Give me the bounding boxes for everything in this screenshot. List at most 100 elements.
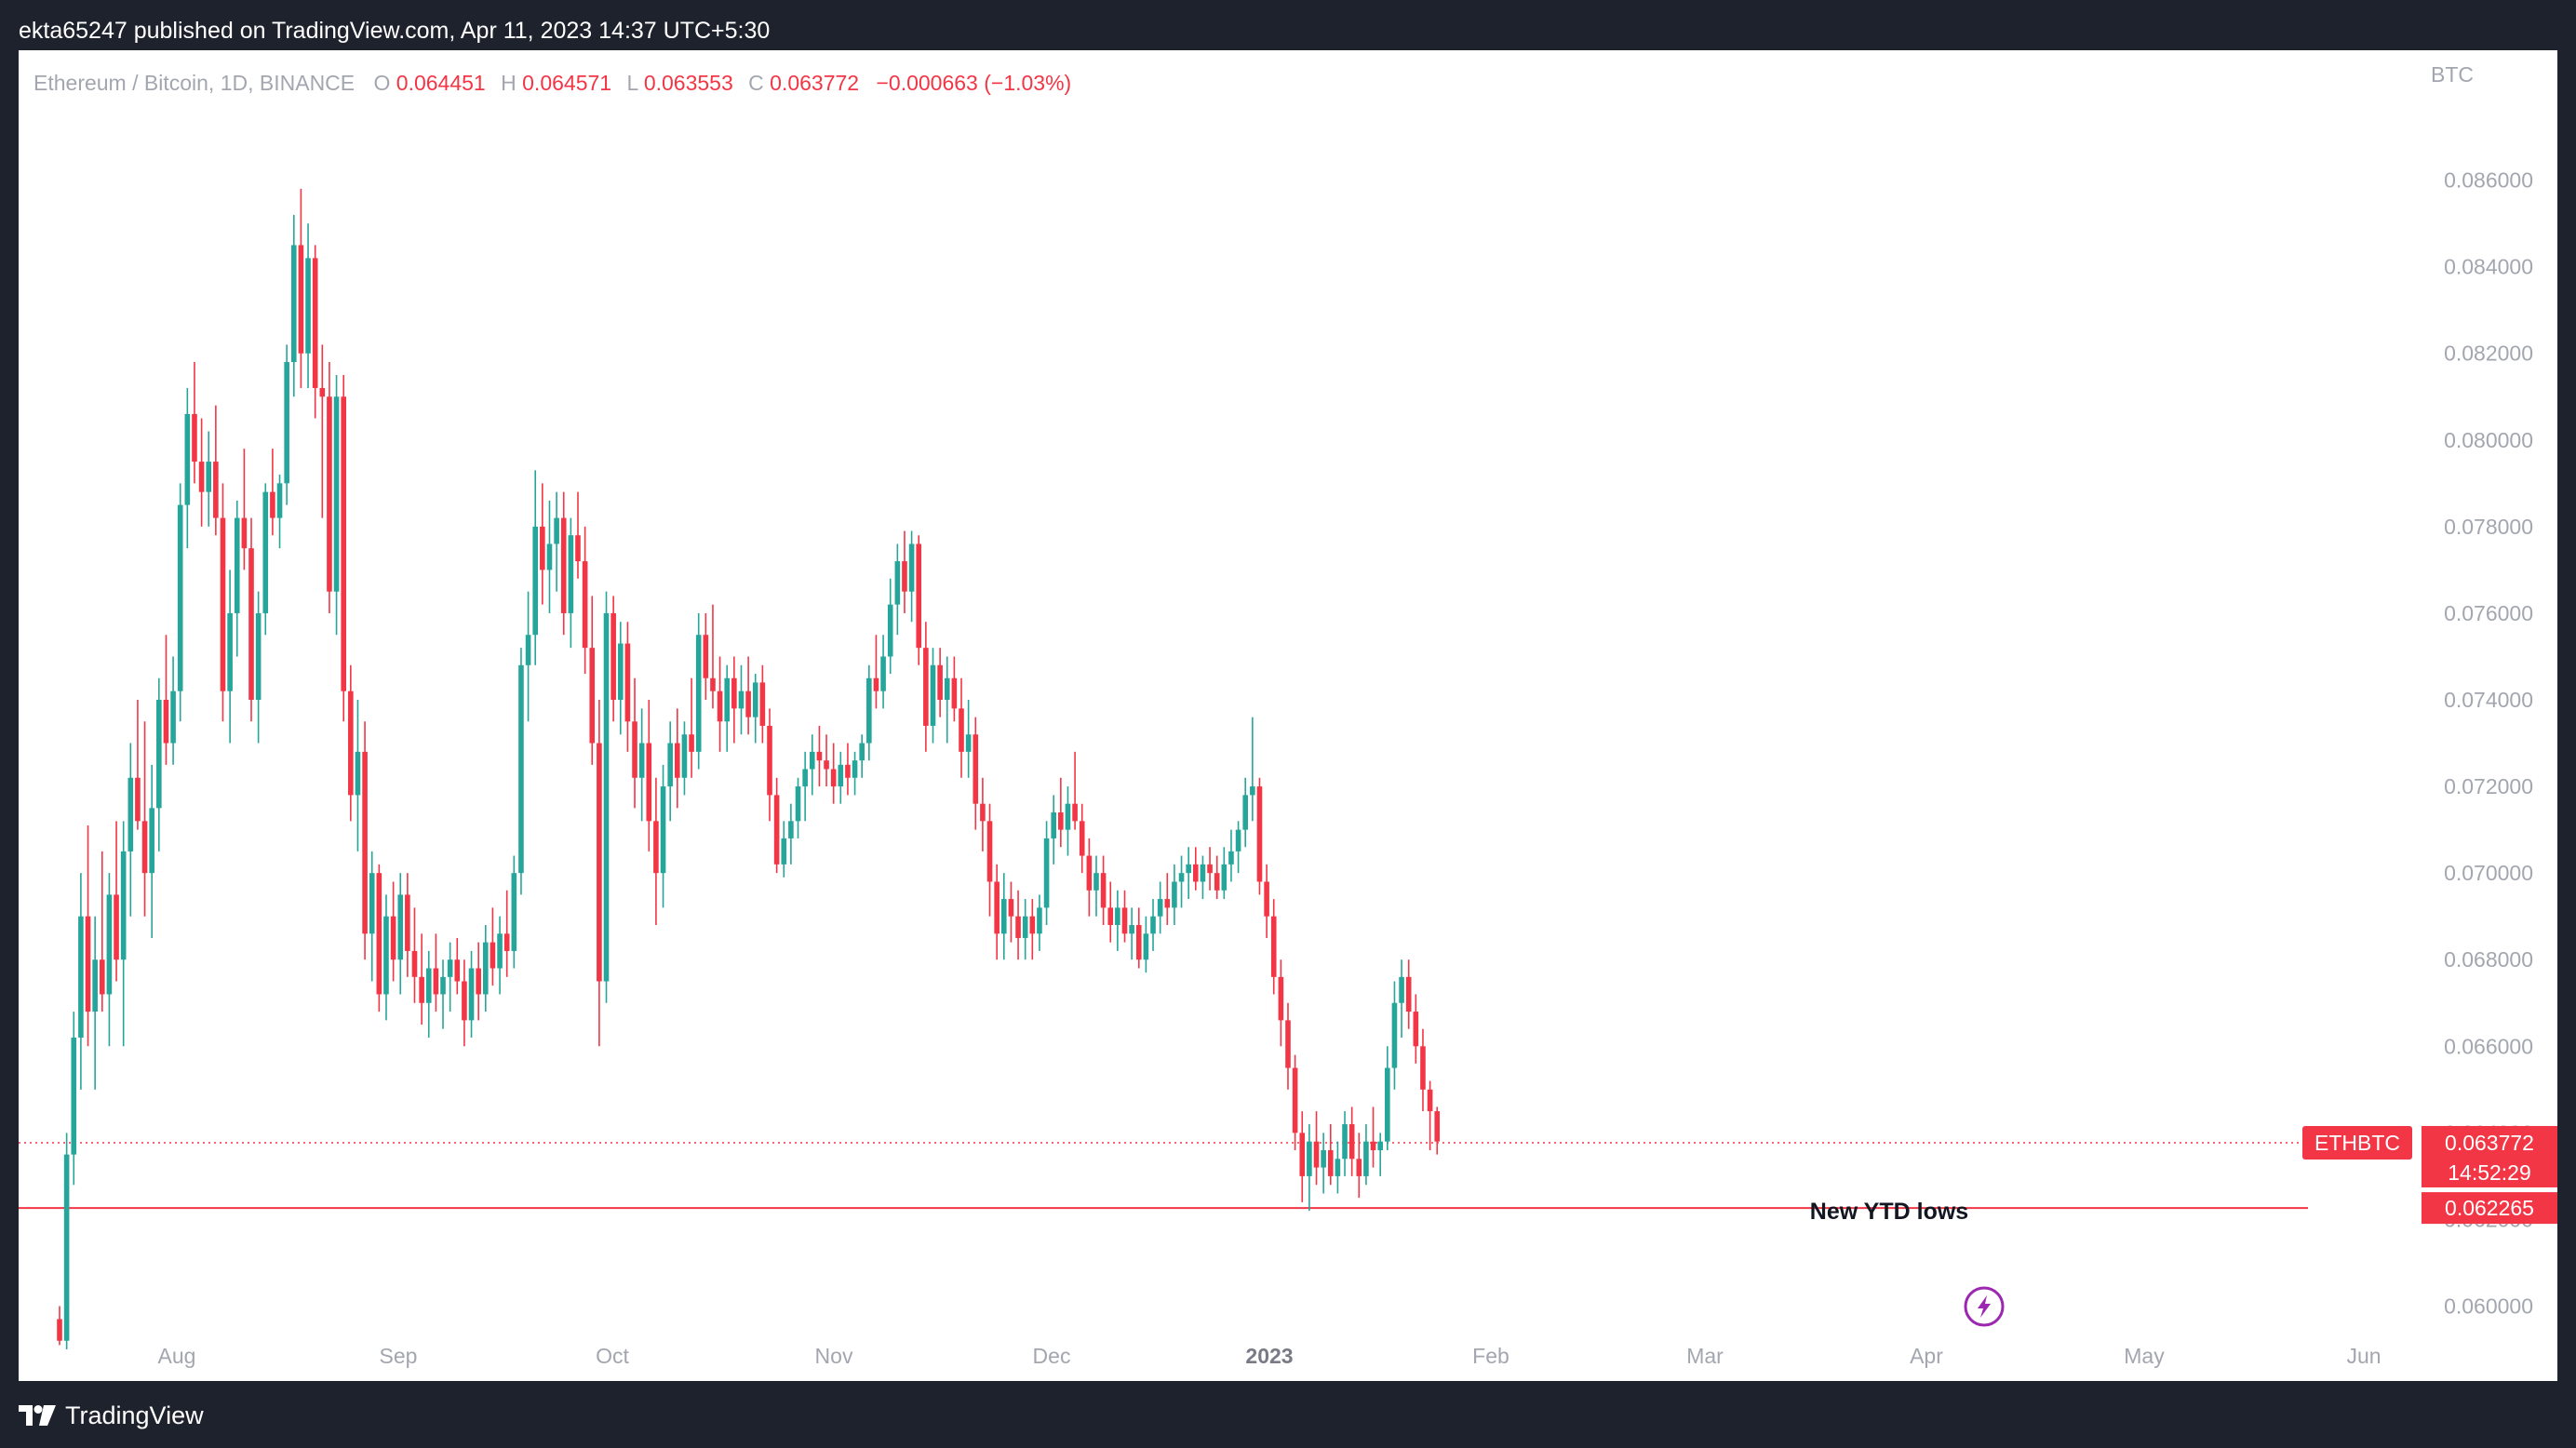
candle-body xyxy=(106,894,113,995)
level-price-tag xyxy=(2422,1192,2557,1225)
candle-body xyxy=(198,462,205,492)
tradingview-brand[interactable]: TradingView xyxy=(19,1400,204,1431)
candle-body xyxy=(703,635,709,678)
candle-body xyxy=(127,777,134,851)
candle-body xyxy=(333,396,340,592)
candle-body xyxy=(1164,899,1171,908)
candle-body xyxy=(973,734,979,804)
candle-body xyxy=(1434,1111,1441,1142)
candle-body xyxy=(1079,821,1085,856)
bar-countdown-label: 14:52:29 xyxy=(2448,1160,2531,1185)
candle-body xyxy=(1115,907,1120,925)
chart-area[interactable]: Ethereum / Bitcoin, 1D, BINANCE O 0.0644… xyxy=(19,50,2557,1381)
candle-body xyxy=(518,664,524,874)
candle-body xyxy=(1385,1067,1390,1142)
currency-label: BTC xyxy=(2431,62,2474,87)
candle-body xyxy=(156,700,162,809)
candle-body xyxy=(483,942,489,995)
candle-body xyxy=(425,968,432,1003)
legend-open-value: 0.064451 xyxy=(396,71,486,95)
legend-high-label: H xyxy=(501,71,517,95)
candle-body xyxy=(184,413,191,505)
price-chart[interactable]: Ethereum / Bitcoin, 1D, BINANCE O 0.0644… xyxy=(19,50,2557,1381)
candle-body xyxy=(1086,855,1093,891)
candle-body xyxy=(965,734,972,752)
tradingview-logo-icon xyxy=(19,1405,56,1426)
candle-body xyxy=(468,968,475,1021)
candle-body xyxy=(1292,1067,1298,1133)
candle-body xyxy=(781,838,787,865)
legend-close-label: C xyxy=(748,71,764,95)
candle-body xyxy=(433,968,439,995)
candle-body xyxy=(419,976,424,1003)
candle-body xyxy=(681,734,688,778)
candle-body xyxy=(951,677,958,709)
candle-body xyxy=(1029,916,1036,934)
candle-body xyxy=(319,387,326,397)
candle-body xyxy=(717,690,723,722)
candle-body xyxy=(57,1319,62,1341)
candle-body xyxy=(1051,812,1056,838)
candle-body xyxy=(220,517,226,691)
candle-body xyxy=(830,769,837,787)
candle-body xyxy=(1100,873,1107,908)
candle-body xyxy=(710,677,716,691)
flash-icon[interactable] xyxy=(1964,1286,2005,1327)
candle-body xyxy=(610,612,616,701)
candle-body xyxy=(1313,1141,1320,1168)
candle-body xyxy=(1072,803,1078,822)
candle-body xyxy=(1200,864,1206,882)
legend-low-label: L xyxy=(626,71,638,95)
candle-body xyxy=(1015,916,1021,938)
legend-low-value: 0.063553 xyxy=(644,71,733,95)
candle-body xyxy=(276,483,283,518)
candle-body xyxy=(92,959,98,1012)
candle-body xyxy=(582,561,588,649)
x-tick-label: Dec xyxy=(1033,1344,1071,1368)
candle-body xyxy=(1172,881,1177,908)
candle-body xyxy=(880,656,886,691)
candle-body xyxy=(589,648,596,744)
last-price-tag xyxy=(2422,1125,2557,1187)
candle-body xyxy=(908,543,915,592)
candle-body xyxy=(1250,786,1255,796)
new-ytd-lows-annotation: New YTD lows xyxy=(1810,1199,1968,1225)
candle-body xyxy=(873,677,879,691)
candle-body xyxy=(597,743,602,982)
candle-body xyxy=(206,462,212,492)
candle-body xyxy=(383,916,389,995)
candle-body xyxy=(170,690,176,744)
legend-symbol: Ethereum / Bitcoin, 1D, BINANCE xyxy=(34,71,355,95)
candle-body xyxy=(1235,829,1241,851)
publisher-bar: ekta65247 published on TradingView.com, … xyxy=(0,0,2576,50)
candle-body xyxy=(1193,864,1199,882)
candle-body xyxy=(497,933,503,969)
candle-body xyxy=(270,491,275,518)
candle-body xyxy=(1107,907,1114,925)
candle-body xyxy=(1342,1124,1348,1160)
candle-body xyxy=(773,795,780,865)
candle-body xyxy=(845,764,851,778)
x-tick-label: 2023 xyxy=(1245,1344,1293,1368)
candle-body xyxy=(1157,899,1163,917)
candle-body xyxy=(824,760,829,770)
candle-body xyxy=(788,821,794,838)
candle-body xyxy=(135,777,141,822)
candle-body xyxy=(1307,1141,1312,1176)
candle-body xyxy=(227,612,233,691)
y-tick-label: 0.086000 xyxy=(2444,168,2533,193)
candle-body xyxy=(1377,1141,1383,1150)
candle-body xyxy=(624,643,631,722)
candle-body xyxy=(1327,1149,1334,1176)
footer-bar: TradingView xyxy=(0,1381,2576,1448)
candle-body xyxy=(78,916,84,1038)
y-tick-label: 0.070000 xyxy=(2444,861,2533,885)
candle-body xyxy=(1363,1141,1369,1176)
candle-body xyxy=(234,517,240,613)
candle-body xyxy=(695,635,702,752)
candle-body xyxy=(603,612,610,982)
candle-body xyxy=(859,743,865,761)
candle-body xyxy=(440,976,446,995)
y-tick-label: 0.078000 xyxy=(2444,515,2533,539)
candle-body xyxy=(1221,864,1228,891)
